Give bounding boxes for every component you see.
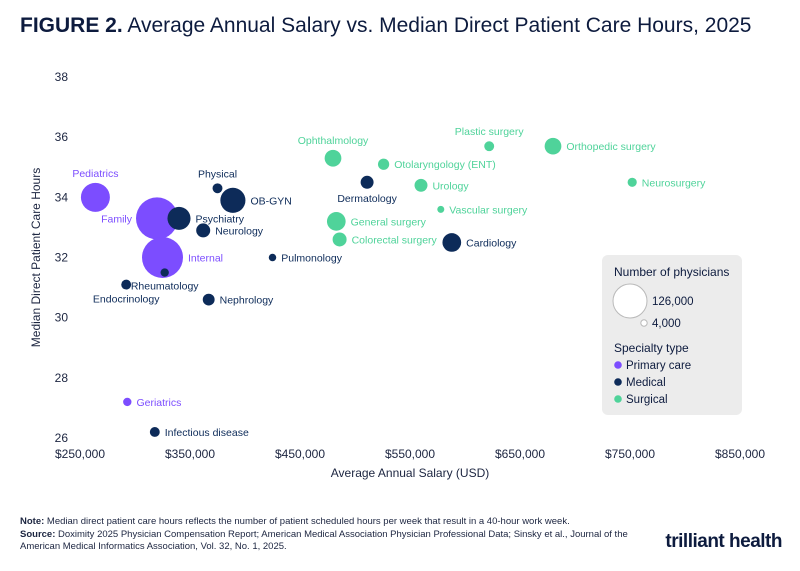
point-geriatrics (123, 397, 132, 407)
point-label-nephrology: Nephrology (220, 295, 274, 307)
x-tick-label: $550,000 (385, 447, 435, 461)
point-label-pediatrics: Pediatrics (72, 168, 118, 180)
point-pediatrics (80, 182, 110, 212)
legend-swatch-surgical (614, 395, 622, 403)
point-label-orthopedic-surgery: Orthopedic surgery (566, 141, 656, 153)
legend-size-circle-small (640, 319, 648, 327)
point-label-endocrinology: Endocrinology (93, 294, 160, 306)
legend-label-primary-care: Primary care (626, 360, 691, 372)
chart-points: Pediatrics Family Internal Geriatrics Physic… (72, 126, 706, 439)
point-dermatology (360, 175, 374, 189)
point-label-physical: Physical (198, 168, 237, 180)
x-axis-title: Average Annual Salary (USD) (331, 466, 490, 480)
y-tick-label: 34 (55, 190, 69, 204)
chart-axes: 26 28 30 32 34 36 38 $250,000 $350,000 $450,000 $5… (29, 70, 765, 480)
point-neurology (196, 223, 211, 238)
legend-size-label-large: 126,000 (652, 296, 694, 308)
point-label-cardiology: Cardiology (466, 237, 517, 249)
point-label-rheumatology: Rheumatology (131, 281, 199, 293)
x-tick-label: $850,000 (715, 447, 765, 461)
point-label-neurology: Neurology (215, 225, 264, 237)
figure-label: FIGURE 2. (20, 14, 123, 37)
point-label-psychiatry: Psychiatry (196, 213, 245, 225)
legend-swatch-primary-care (614, 361, 622, 369)
x-tick-label: $650,000 (495, 447, 545, 461)
x-tick-label: $250,000 (55, 447, 105, 461)
figure-notes: Note: Median direct patient care hours r… (20, 516, 660, 554)
point-infectious-disease (149, 427, 160, 437)
legend-size-circle-large (612, 283, 648, 319)
legend-color-title: Specialty type (614, 341, 689, 355)
note-line: Note: Median direct patient care hours r… (20, 516, 660, 529)
point-rheumatology (160, 268, 169, 277)
point-otolaryngology-ent (377, 158, 390, 170)
figure-title-text: Average Annual Salary vs. Median Direct … (127, 14, 752, 37)
point-label-geriatrics: Geriatrics (136, 397, 181, 409)
legend-size-title: Number of physicians (614, 265, 729, 279)
point-neurosurgery (627, 177, 637, 187)
point-label-family: Family (101, 213, 133, 225)
x-tick-label: $450,000 (275, 447, 325, 461)
legend-size-label-small: 4,000 (652, 318, 681, 330)
point-label-ophthalmology: Ophthalmology (298, 135, 369, 147)
y-tick-label: 32 (55, 251, 69, 265)
note-text: Median direct patient care hours reflect… (46, 516, 570, 527)
chart-legend: Number of physicians 126,000 4,000 Specialt… (602, 255, 742, 415)
point-colorectal-surgery (332, 232, 347, 247)
legend-swatch-medical (614, 378, 622, 386)
point-label-general-surgery: General surgery (351, 216, 427, 228)
legend-box (602, 255, 742, 415)
point-label-pulmonology: Pulmonology (281, 253, 342, 265)
point-label-plastic-surgery: Plastic surgery (455, 126, 525, 138)
point-urology (414, 178, 428, 192)
point-ob-gyn (220, 187, 246, 213)
point-label-internal: Internal (188, 253, 223, 265)
x-tick-label: $750,000 (605, 447, 655, 461)
point-vascular-surgery (437, 205, 445, 213)
y-tick-label: 30 (55, 311, 69, 325)
point-cardiology (442, 233, 462, 252)
point-physical (212, 183, 223, 194)
y-tick-label: 28 (55, 371, 69, 385)
point-label-dermatology: Dermatology (337, 193, 397, 205)
scatter-chart: 26 28 30 32 34 36 38 $250,000 $350,000 $450,000 $5… (29, 70, 765, 480)
point-label-otolaryngology-ent: Otolaryngology (ENT) (394, 159, 496, 171)
point-family (136, 197, 178, 240)
legend-label-medical: Medical (626, 377, 666, 389)
point-pulmonology (268, 253, 277, 262)
point-internal (142, 237, 183, 278)
point-label-vascular-surgery: Vascular surgery (449, 204, 528, 216)
point-label-colorectal-surgery: Colorectal surgery (352, 234, 438, 246)
point-psychiatry (167, 206, 191, 230)
point-nephrology (202, 293, 215, 306)
point-general-surgery (326, 212, 346, 231)
trilliant-health-logo: trilliant health (665, 531, 782, 552)
point-endocrinology (121, 279, 132, 290)
y-tick-label: 38 (55, 70, 69, 84)
y-tick-label: 36 (55, 130, 69, 144)
source-text: Doximity 2025 Physician Compensation Rep… (20, 528, 628, 553)
point-label-neurosurgery: Neurosurgery (642, 177, 706, 189)
y-tick-label: 26 (55, 431, 69, 445)
point-plastic-surgery (484, 141, 495, 152)
figure-title: FIGURE 2. Average Annual Salary vs. Medi… (20, 14, 752, 38)
note-label: Note: (20, 516, 45, 527)
x-tick-label: $350,000 (165, 447, 215, 461)
point-label-infectious-disease: Infectious disease (165, 427, 249, 439)
source-label: Source: (20, 528, 56, 540)
source-line: Source: Doximity 2025 Physician Compensa… (20, 529, 660, 554)
y-axis-title: Median Direct Patient Care Hours (29, 168, 43, 347)
point-label-ob-gyn: OB-GYN (250, 195, 291, 207)
point-orthopedic-surgery (544, 137, 562, 155)
legend-label-surgical: Surgical (626, 394, 668, 406)
point-label-urology: Urology (432, 180, 469, 192)
point-ophthalmology (324, 149, 342, 167)
